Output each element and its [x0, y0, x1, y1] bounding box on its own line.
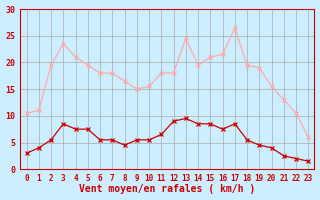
X-axis label: Vent moyen/en rafales ( km/h ): Vent moyen/en rafales ( km/h ) [79, 184, 256, 194]
